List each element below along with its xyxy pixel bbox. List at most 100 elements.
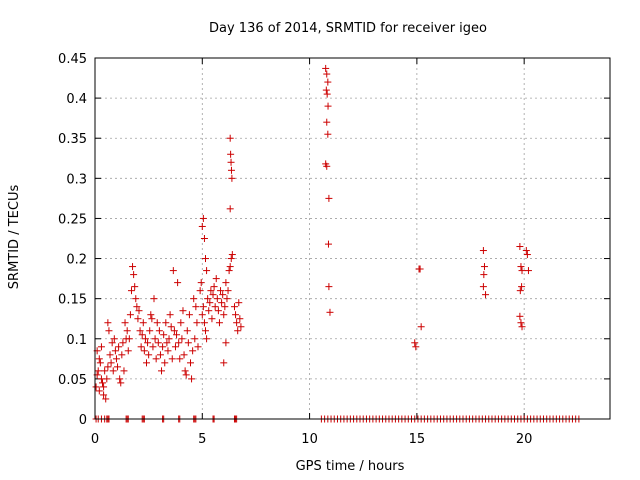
y-tick-label: 0.35 xyxy=(58,132,87,147)
data-point xyxy=(518,283,526,291)
data-point xyxy=(226,205,234,213)
data-point xyxy=(161,359,169,367)
data-point xyxy=(155,327,163,335)
data-point xyxy=(220,359,228,367)
data-point xyxy=(203,267,211,275)
data-point xyxy=(106,351,114,359)
data-point xyxy=(120,367,128,375)
data-point xyxy=(139,319,147,327)
data-point xyxy=(227,150,235,158)
data-point xyxy=(200,235,208,242)
data-point xyxy=(324,78,332,86)
data-point xyxy=(149,343,157,351)
data-point xyxy=(324,130,332,138)
x-tick-label: 15 xyxy=(409,432,426,447)
data-point xyxy=(121,319,129,327)
data-point xyxy=(109,367,117,375)
data-point xyxy=(225,267,233,275)
data-point xyxy=(479,247,487,255)
x-axis-label: GPS time / hours xyxy=(296,459,405,474)
data-point xyxy=(174,279,182,287)
y-tick-label: 0.25 xyxy=(58,212,87,227)
data-point xyxy=(322,64,330,72)
data-point xyxy=(217,287,225,295)
data-point xyxy=(100,391,108,399)
data-point xyxy=(516,287,524,295)
data-point xyxy=(206,299,214,307)
data-point xyxy=(179,307,187,315)
data-point xyxy=(146,327,154,335)
data-point xyxy=(135,307,143,315)
data-point xyxy=(153,319,161,327)
x-tick-label: 10 xyxy=(301,432,318,447)
data-point xyxy=(129,263,137,271)
data-point xyxy=(111,347,119,355)
data-point xyxy=(114,363,122,371)
data-point xyxy=(325,194,333,202)
data-point xyxy=(227,255,235,263)
chart-title: Day 136 of 2014, SRMTID for receiver ige… xyxy=(209,21,487,36)
y-axis-label: SRMTID / TECUs xyxy=(7,185,22,290)
data-point xyxy=(162,319,170,327)
data-point xyxy=(523,251,531,259)
data-point xyxy=(228,251,236,259)
data-point xyxy=(123,327,131,335)
data-point xyxy=(168,355,176,363)
data-point xyxy=(145,351,153,359)
data-point xyxy=(134,315,142,323)
data-point xyxy=(125,335,133,343)
data-point xyxy=(137,343,145,351)
data-point xyxy=(100,383,108,391)
data-point xyxy=(199,214,207,222)
data-point xyxy=(182,371,190,379)
data-point xyxy=(416,265,424,273)
x-tick-label: 5 xyxy=(198,432,206,447)
grid xyxy=(95,58,610,419)
data-point xyxy=(322,86,330,94)
data-point xyxy=(95,355,103,363)
data-point xyxy=(95,387,103,395)
axis-ticks xyxy=(94,57,610,420)
data-point xyxy=(118,351,126,359)
data-point xyxy=(204,295,212,303)
data-point xyxy=(196,287,204,295)
y-tick-label: 0 xyxy=(79,413,87,428)
data-point xyxy=(107,359,115,367)
data-point xyxy=(323,118,331,126)
data-point xyxy=(171,343,179,351)
data-point xyxy=(226,134,234,142)
data-point xyxy=(235,299,243,307)
data-point xyxy=(92,383,100,391)
data-point xyxy=(181,367,189,375)
data-point xyxy=(211,303,219,311)
data-point xyxy=(323,70,331,78)
data-point xyxy=(524,267,532,275)
x-tick-label: 0 xyxy=(91,432,99,447)
data-point xyxy=(105,327,113,335)
data-point xyxy=(227,166,235,174)
data-point xyxy=(192,303,200,311)
data-point xyxy=(141,335,149,343)
data-point xyxy=(151,335,159,343)
data-point xyxy=(99,379,107,387)
data-point xyxy=(214,307,222,315)
data-point xyxy=(198,311,206,319)
data-point xyxy=(208,315,216,323)
data-point xyxy=(223,295,231,303)
data-point xyxy=(224,287,232,295)
data-point xyxy=(104,363,112,371)
data-point xyxy=(119,339,127,347)
data-point xyxy=(215,319,223,327)
data-point xyxy=(110,335,118,343)
data-point xyxy=(154,339,162,347)
data-point xyxy=(210,283,218,291)
data-point xyxy=(101,367,109,375)
data-point xyxy=(104,319,112,327)
data-point xyxy=(133,303,141,311)
data-point xyxy=(190,295,198,303)
data-point xyxy=(209,291,217,299)
data-point xyxy=(482,291,490,299)
data-point xyxy=(167,323,175,331)
data-point xyxy=(522,247,530,255)
